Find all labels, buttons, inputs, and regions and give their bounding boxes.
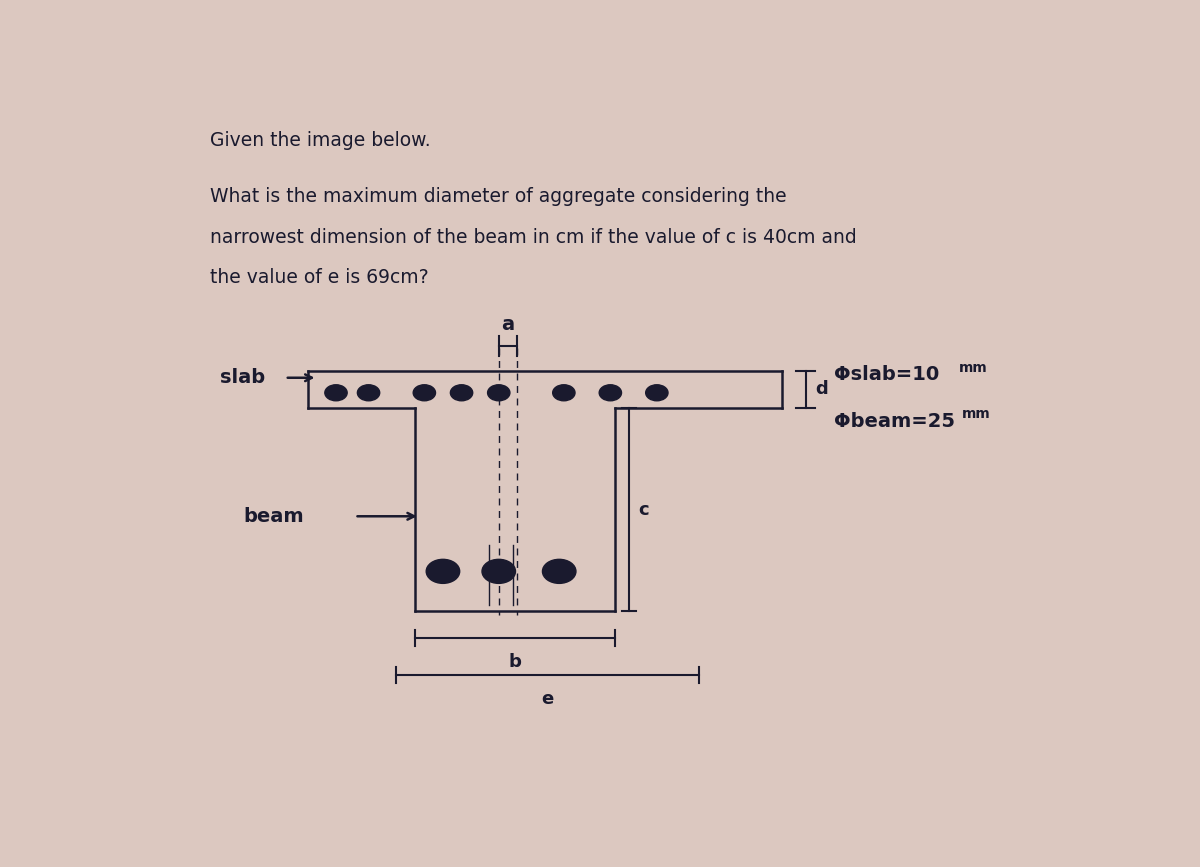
Text: mm: mm xyxy=(962,407,991,421)
Text: Φslab=10: Φslab=10 xyxy=(834,365,938,384)
Circle shape xyxy=(542,559,576,583)
Circle shape xyxy=(413,385,436,401)
Circle shape xyxy=(482,559,516,583)
Text: What is the maximum diameter of aggregate considering the: What is the maximum diameter of aggregat… xyxy=(210,187,787,206)
Circle shape xyxy=(599,385,622,401)
Text: c: c xyxy=(638,500,649,518)
Text: narrowest dimension of the beam in cm if the value of c is 40cm and: narrowest dimension of the beam in cm if… xyxy=(210,227,857,246)
Text: slab: slab xyxy=(220,368,265,388)
Text: a: a xyxy=(502,316,515,335)
Text: Given the image below.: Given the image below. xyxy=(210,131,431,150)
Text: d: d xyxy=(815,381,828,399)
Circle shape xyxy=(426,559,460,583)
Circle shape xyxy=(358,385,379,401)
Text: Φbeam=25: Φbeam=25 xyxy=(834,412,954,431)
Text: the value of e is 69cm?: the value of e is 69cm? xyxy=(210,268,430,287)
Text: b: b xyxy=(509,653,522,671)
Circle shape xyxy=(487,385,510,401)
Circle shape xyxy=(553,385,575,401)
Circle shape xyxy=(646,385,668,401)
Text: e: e xyxy=(541,689,553,707)
Text: beam: beam xyxy=(242,507,304,525)
Circle shape xyxy=(450,385,473,401)
Text: mm: mm xyxy=(959,361,988,375)
Circle shape xyxy=(325,385,347,401)
